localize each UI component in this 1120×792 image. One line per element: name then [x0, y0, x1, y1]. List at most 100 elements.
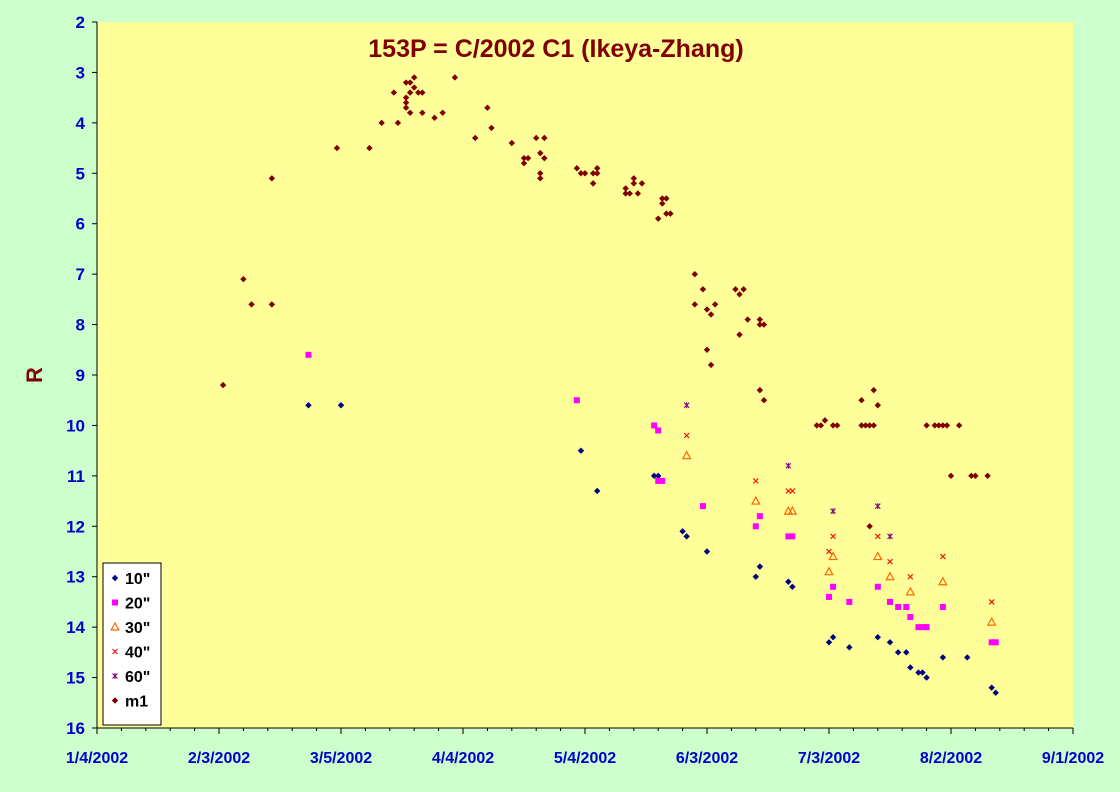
data-point [650, 472, 658, 480]
data-point [874, 634, 881, 641]
data-point [740, 286, 747, 293]
x-tick-label: 7/3/2002 [798, 750, 860, 767]
data-point [663, 195, 670, 202]
data-point [862, 422, 869, 429]
data-point [905, 586, 916, 596]
data-point [828, 551, 838, 561]
data-point [885, 571, 895, 581]
data-point [984, 472, 991, 480]
data-point [943, 422, 951, 429]
data-point [411, 74, 418, 81]
data-point [419, 109, 426, 116]
data-point [711, 301, 719, 308]
data-point [736, 291, 743, 298]
data-point [825, 639, 833, 646]
data-point [402, 104, 410, 111]
data-point [846, 598, 853, 605]
data-point [703, 548, 711, 555]
data-point [659, 195, 666, 202]
data-point [895, 603, 902, 610]
data-point [789, 533, 796, 540]
data-point [622, 185, 629, 192]
data-point [305, 351, 312, 358]
data-point [411, 84, 418, 91]
data-point [752, 478, 759, 484]
data-point [394, 119, 402, 127]
x-tick-label: 8/2/2002 [920, 750, 982, 767]
data-point [752, 573, 759, 580]
legend-label: 60" [125, 669, 150, 686]
data-point [830, 508, 836, 515]
data-point [594, 170, 601, 177]
data-point [732, 286, 739, 293]
data-point [630, 180, 637, 187]
data-point [939, 422, 947, 429]
data-point [451, 74, 459, 81]
data-point [707, 361, 715, 369]
data-point [938, 576, 948, 586]
data-point [337, 402, 345, 409]
y-tick-label: 16 [66, 719, 85, 738]
legend-label: 10" [125, 571, 150, 588]
data-point [894, 649, 902, 656]
axes: 2 3 4 5 6 7 8 9 10 11 12 13 14 15 16 1/4/2002 2/3/2002 3/… [66, 13, 1104, 767]
data-point [472, 134, 479, 142]
data-point [703, 306, 711, 313]
data-point [874, 583, 881, 590]
data-point [817, 422, 825, 429]
data-point [667, 210, 674, 217]
data-point [573, 397, 580, 404]
y-axis-label: R [22, 367, 47, 383]
data-point [622, 190, 629, 197]
series-3 [683, 432, 995, 605]
data-point [439, 109, 446, 116]
legend-marker [112, 673, 118, 679]
data-point [415, 89, 422, 96]
data-point [634, 190, 642, 197]
data-point [573, 165, 581, 172]
data-point [659, 477, 666, 484]
data-point [577, 447, 585, 454]
data-point [988, 684, 995, 691]
data-point [736, 331, 743, 338]
data-point [939, 654, 947, 661]
data-point [833, 422, 841, 429]
data-point [955, 422, 963, 429]
y-tick-label: 15 [66, 669, 85, 688]
legend-marker [110, 621, 120, 631]
data-point [874, 533, 881, 540]
data-point [268, 175, 276, 182]
data-point [520, 160, 528, 167]
data-point [431, 114, 438, 122]
data-point [789, 488, 796, 494]
data-point [866, 422, 873, 429]
data-point [870, 386, 877, 394]
data-point [533, 134, 540, 142]
data-point [655, 472, 662, 480]
data-point [655, 427, 662, 434]
data-point [541, 154, 548, 162]
data-point [858, 397, 865, 404]
data-point [402, 94, 410, 101]
data-point [484, 104, 491, 111]
legend-label: 20" [125, 596, 150, 613]
data-point [915, 669, 922, 676]
y-tick-label: 8 [76, 316, 85, 335]
data-point [785, 578, 792, 585]
data-point [874, 503, 881, 510]
data-point [683, 402, 690, 409]
data-point [785, 533, 792, 540]
data-point [939, 603, 946, 610]
data-point [219, 381, 227, 389]
data-point [756, 321, 764, 328]
data-point [390, 89, 398, 96]
data-point [858, 422, 865, 429]
y-tick-label: 4 [76, 114, 86, 133]
data-point [866, 523, 873, 530]
data-point [887, 558, 893, 565]
data-point [402, 79, 410, 86]
chart-title: 153P = C/2002 C1 (Ikeya-Zhang) [368, 35, 743, 63]
data-point [935, 422, 942, 429]
legend: 10" 20" 30" 40" 60" m1 [102, 562, 162, 726]
data-point [886, 639, 894, 646]
